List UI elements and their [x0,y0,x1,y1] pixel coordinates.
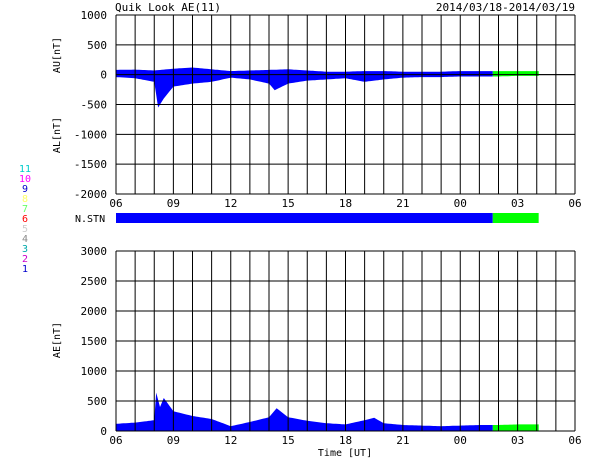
ae-axis-label: AE[nT] [52,322,63,358]
station-legend-item: 9 [22,184,28,195]
nstn-panel: N.STN [75,213,539,225]
station-legend-item: 4 [22,234,28,245]
station-legend-item: 3 [22,244,28,255]
y-tick-label: 0 [100,425,107,438]
y-tick-label: -2000 [74,188,107,201]
nstn-bar-provisional [116,213,493,223]
station-legend-item: 5 [22,224,28,235]
y-tick-label: 2000 [81,305,108,318]
nstn-label: N.STN [75,214,105,225]
nstn-bar-realtime [492,213,539,223]
x-tick-label: 15 [282,434,295,447]
station-legend-item: 1 [22,264,28,275]
x-tick-label: 06 [568,197,581,210]
al-axis-label: AL[nT] [52,117,63,153]
y-tick-label: 500 [87,395,107,408]
x-tick-label: 12 [224,197,237,210]
y-tick-label: 3000 [81,245,108,258]
x-tick-label: 12 [224,434,237,447]
y-tick-label: 1000 [81,365,108,378]
station-legend-item: 7 [22,204,28,215]
ae-series-realtime [492,424,539,431]
x-tick-label: 21 [396,434,409,447]
x-tick-label: 15 [282,197,295,210]
station-legend-item: 8 [22,194,28,205]
ae-series-provisional [116,392,493,431]
x-tick-label: 06 [109,434,122,447]
x-tick-label: 06 [109,197,122,210]
y-tick-label: 0 [100,69,107,82]
y-tick-label: -1000 [74,128,107,141]
au-axis-label: AU[nT] [52,37,63,73]
station-legend-item: 11 [19,164,31,175]
x-tick-label: 21 [396,197,409,210]
station-legend-item: 6 [22,214,28,225]
x-tick-label: 09 [167,197,180,210]
y-tick-label: 500 [87,39,107,52]
date-range: 2014/03/18-2014/03/19 [436,1,575,14]
x-tick-label: 03 [511,434,524,447]
x-tick-label: 00 [454,434,467,447]
au-al-series-provisional [116,67,493,108]
ae-panel: 3000 2500 2000 1500 1000 500 0 06 09 12 15 18 21 00 0… [52,245,582,447]
x-tick-label: 18 [339,434,352,447]
station-legend-item: 2 [22,254,28,265]
x-tick-label: 00 [454,197,467,210]
x-tick-label: 06 [568,434,581,447]
x-tick-label: 09 [167,434,180,447]
station-legend-item: 10 [19,174,31,185]
y-tick-label: -500 [81,99,108,112]
x-axis-label: Time [UT] [318,448,372,459]
x-tick-label: 03 [511,197,524,210]
y-tick-label: -1500 [74,158,107,171]
y-tick-label: 1000 [81,9,108,22]
au-al-panel: 1000 500 0 -500 -1000 -1500 -2000 06 09 12 15 18 21… [52,9,582,210]
y-tick-label: 1500 [81,335,108,348]
chart-title: Quik Look AE(11) [115,1,221,14]
au-al-series-realtime [492,71,539,77]
x-tick-label: 18 [339,197,352,210]
y-tick-label: 2500 [81,275,108,288]
